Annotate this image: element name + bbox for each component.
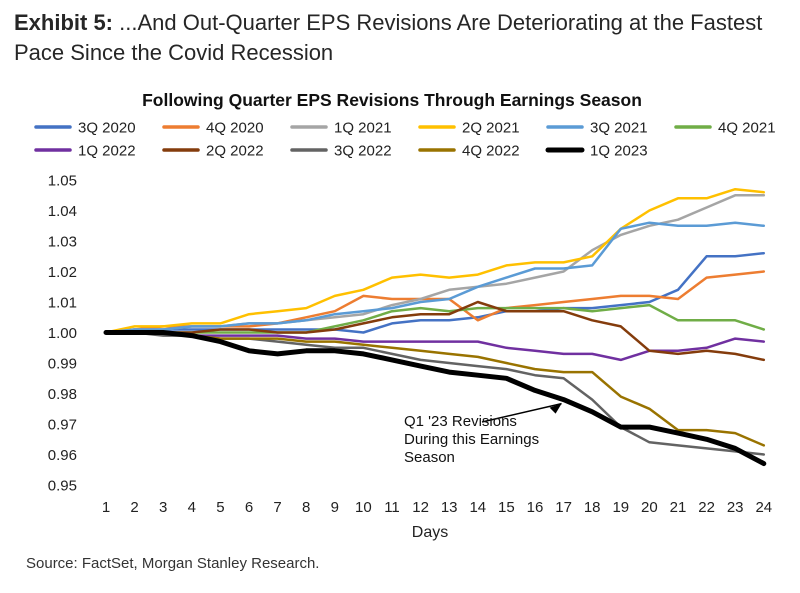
series-line-3q-2021 xyxy=(104,221,766,334)
x-tick-label: 9 xyxy=(331,499,339,516)
x-tick-label: 22 xyxy=(698,499,715,516)
x-tick-label: 7 xyxy=(273,499,281,516)
legend-label: 4Q 2020 xyxy=(206,120,264,137)
x-tick-label: 16 xyxy=(527,499,544,516)
y-tick-label: 0.98 xyxy=(48,386,77,403)
y-tick-label: 1.00 xyxy=(48,325,77,342)
x-axis-label: Days xyxy=(412,524,448,541)
x-tick-label: 3 xyxy=(159,499,167,516)
y-tick-label: 0.97 xyxy=(48,417,77,434)
y-tick-label: 0.96 xyxy=(48,447,77,464)
source-note: Source: FactSet, Morgan Stanley Research… xyxy=(26,555,320,572)
series-line-4q-2021 xyxy=(104,303,766,334)
legend-label: 4Q 2022 xyxy=(462,143,520,160)
chart-legend: 3Q 2020 4Q 2020 1Q 2021 2Q 2021 3Q 2021 4Q 20… xyxy=(34,120,776,160)
y-tick-label: 0.95 xyxy=(48,478,77,495)
legend-label: 1Q 2023 xyxy=(590,143,648,160)
y-axis: 1.05 1.04 1.03 1.02 1.01 1.00 0.99 0.98 0.97 0.96… xyxy=(48,173,77,495)
y-tick-label: 1.04 xyxy=(48,203,77,220)
x-tick-label: 8 xyxy=(302,499,310,516)
y-tick-label: 1.05 xyxy=(48,173,77,190)
exhibit-heading: Exhibit 5: ...And Out-Quarter EPS Revisi… xyxy=(14,8,794,68)
x-tick-label: 18 xyxy=(584,499,601,516)
x-tick-label: 6 xyxy=(245,499,253,516)
legend-label: 2Q 2021 xyxy=(462,120,520,137)
x-tick-label: 4 xyxy=(188,499,196,516)
exhibit-title: ...And Out-Quarter EPS Revisions Are Det… xyxy=(14,10,763,65)
series-line-1q-2023 xyxy=(103,330,767,467)
legend-label: 2Q 2022 xyxy=(206,143,264,160)
x-tick-label: 14 xyxy=(469,499,486,516)
x-tick-label: 24 xyxy=(755,499,772,516)
x-tick-label: 21 xyxy=(670,499,687,516)
x-tick-label: 12 xyxy=(412,499,429,516)
y-tick-label: 1.01 xyxy=(48,295,77,312)
series-line-3q-2020 xyxy=(104,251,766,334)
x-tick-label: 23 xyxy=(727,499,744,516)
annotation-arrowhead xyxy=(549,403,562,414)
x-axis: 1 2 3 4 5 6 7 8 9 10 11 12 13 14 15 16 17 18 19 20 21 22 23 24 xyxy=(102,499,772,516)
x-tick-label: 11 xyxy=(384,499,400,516)
x-tick-label: 1 xyxy=(102,499,110,516)
annotation-arrow xyxy=(481,402,562,423)
legend-label: 1Q 2022 xyxy=(78,143,136,160)
y-tick-label: 1.02 xyxy=(48,264,77,281)
legend-label: 3Q 2022 xyxy=(334,143,392,160)
x-tick-label: 17 xyxy=(555,499,572,516)
series-line-2q-2022 xyxy=(104,300,766,362)
legend-label: 4Q 2021 xyxy=(718,120,776,137)
y-tick-label: 1.03 xyxy=(48,234,77,251)
y-tick-label: 0.99 xyxy=(48,356,77,373)
annotation-text: During this Earnings xyxy=(404,431,539,448)
chart-title: Following Quarter EPS Revisions Through … xyxy=(142,90,642,110)
x-tick-label: 5 xyxy=(216,499,224,516)
series-lines xyxy=(103,187,767,467)
annotation-text: Q1 '23 Revisions xyxy=(404,413,517,430)
x-tick-label: 2 xyxy=(130,499,138,516)
legend-label: 1Q 2021 xyxy=(334,120,392,137)
x-tick-label: 10 xyxy=(355,499,372,516)
x-tick-label: 13 xyxy=(441,499,458,516)
series-line-2q-2021 xyxy=(104,187,766,334)
x-tick-label: 20 xyxy=(641,499,658,516)
legend-label: 3Q 2021 xyxy=(590,120,648,137)
series-line-1q-2021 xyxy=(104,194,766,334)
x-tick-label: 19 xyxy=(612,499,629,516)
annotation-text: Season xyxy=(404,449,455,466)
exhibit-label: Exhibit 5: xyxy=(14,10,114,35)
x-tick-label: 15 xyxy=(498,499,515,516)
legend-label: 3Q 2020 xyxy=(78,120,136,137)
